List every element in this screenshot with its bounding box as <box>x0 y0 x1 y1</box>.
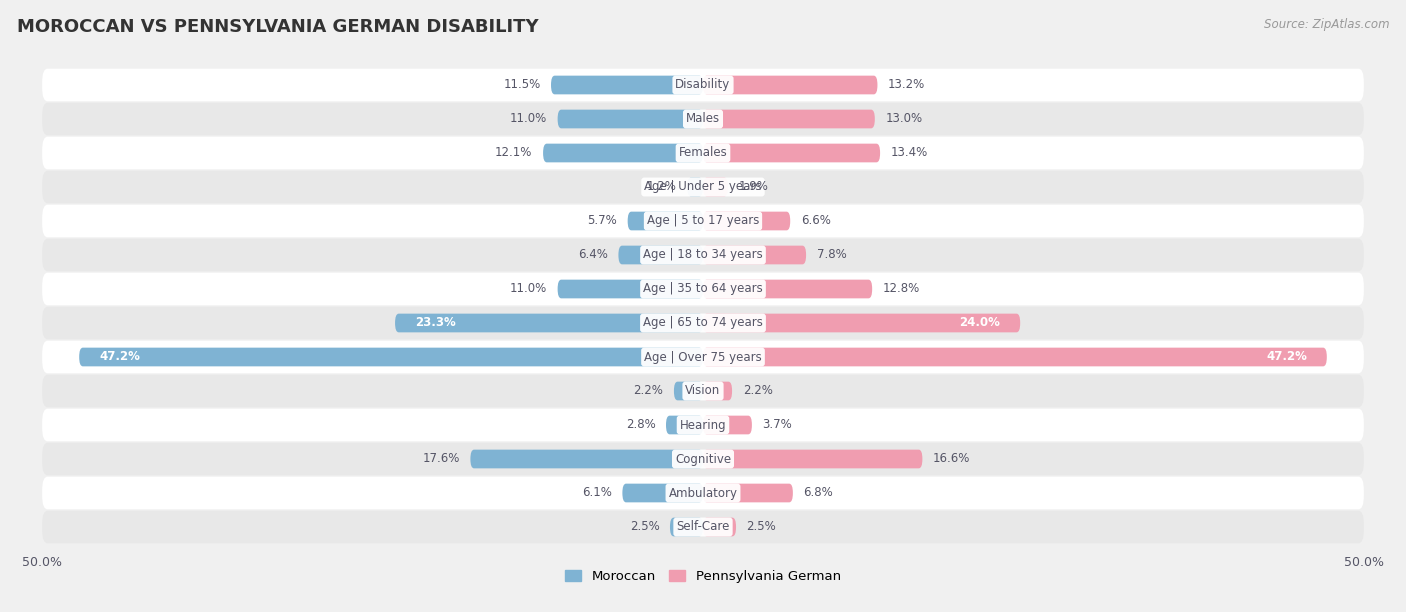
FancyBboxPatch shape <box>42 307 1364 339</box>
FancyBboxPatch shape <box>42 510 1364 543</box>
Text: Hearing: Hearing <box>679 419 727 431</box>
Text: 47.2%: 47.2% <box>1267 351 1308 364</box>
Text: 5.7%: 5.7% <box>588 214 617 228</box>
FancyBboxPatch shape <box>42 69 1364 102</box>
FancyBboxPatch shape <box>666 416 703 435</box>
FancyBboxPatch shape <box>703 245 806 264</box>
Text: 6.4%: 6.4% <box>578 248 607 261</box>
Text: MOROCCAN VS PENNSYLVANIA GERMAN DISABILITY: MOROCCAN VS PENNSYLVANIA GERMAN DISABILI… <box>17 18 538 36</box>
FancyBboxPatch shape <box>619 245 703 264</box>
FancyBboxPatch shape <box>703 212 790 230</box>
FancyBboxPatch shape <box>395 313 703 332</box>
FancyBboxPatch shape <box>703 110 875 129</box>
FancyBboxPatch shape <box>703 348 1327 367</box>
FancyBboxPatch shape <box>627 212 703 230</box>
FancyBboxPatch shape <box>42 103 1364 135</box>
Text: 24.0%: 24.0% <box>959 316 1001 329</box>
Text: 23.3%: 23.3% <box>415 316 456 329</box>
Text: 2.2%: 2.2% <box>634 384 664 398</box>
FancyBboxPatch shape <box>703 280 872 298</box>
Text: Age | 65 to 74 years: Age | 65 to 74 years <box>643 316 763 329</box>
FancyBboxPatch shape <box>623 483 703 502</box>
FancyBboxPatch shape <box>42 341 1364 373</box>
FancyBboxPatch shape <box>42 375 1364 408</box>
Text: 2.2%: 2.2% <box>742 384 772 398</box>
FancyBboxPatch shape <box>703 177 728 196</box>
FancyBboxPatch shape <box>42 136 1364 170</box>
Text: 1.9%: 1.9% <box>738 181 769 193</box>
Text: Age | 5 to 17 years: Age | 5 to 17 years <box>647 214 759 228</box>
FancyBboxPatch shape <box>471 450 703 468</box>
Text: 47.2%: 47.2% <box>98 351 139 364</box>
Text: 11.0%: 11.0% <box>510 283 547 296</box>
Text: 2.8%: 2.8% <box>626 419 655 431</box>
FancyBboxPatch shape <box>558 280 703 298</box>
Text: 13.4%: 13.4% <box>890 146 928 160</box>
FancyBboxPatch shape <box>551 76 703 94</box>
Text: 16.6%: 16.6% <box>934 452 970 466</box>
FancyBboxPatch shape <box>703 416 752 435</box>
Text: 12.1%: 12.1% <box>495 146 533 160</box>
Text: Source: ZipAtlas.com: Source: ZipAtlas.com <box>1264 18 1389 31</box>
Text: Males: Males <box>686 113 720 125</box>
FancyBboxPatch shape <box>673 382 703 400</box>
FancyBboxPatch shape <box>703 518 737 536</box>
Text: Age | Over 75 years: Age | Over 75 years <box>644 351 762 364</box>
FancyBboxPatch shape <box>703 313 1021 332</box>
FancyBboxPatch shape <box>703 483 793 502</box>
FancyBboxPatch shape <box>42 171 1364 203</box>
FancyBboxPatch shape <box>703 144 880 162</box>
FancyBboxPatch shape <box>543 144 703 162</box>
FancyBboxPatch shape <box>79 348 703 367</box>
Text: 2.5%: 2.5% <box>747 520 776 534</box>
Text: 12.8%: 12.8% <box>883 283 920 296</box>
Text: 6.8%: 6.8% <box>803 487 834 499</box>
FancyBboxPatch shape <box>42 273 1364 305</box>
FancyBboxPatch shape <box>688 177 703 196</box>
Legend: Moroccan, Pennsylvania German: Moroccan, Pennsylvania German <box>560 564 846 588</box>
Text: 7.8%: 7.8% <box>817 248 846 261</box>
Text: Age | 35 to 64 years: Age | 35 to 64 years <box>643 283 763 296</box>
Text: 2.5%: 2.5% <box>630 520 659 534</box>
Text: 11.5%: 11.5% <box>503 78 540 92</box>
Text: 6.6%: 6.6% <box>801 214 831 228</box>
Text: 11.0%: 11.0% <box>510 113 547 125</box>
Text: Age | 18 to 34 years: Age | 18 to 34 years <box>643 248 763 261</box>
Text: 6.1%: 6.1% <box>582 487 612 499</box>
FancyBboxPatch shape <box>669 518 703 536</box>
Text: Vision: Vision <box>685 384 721 398</box>
FancyBboxPatch shape <box>703 450 922 468</box>
FancyBboxPatch shape <box>703 382 733 400</box>
Text: 1.2%: 1.2% <box>647 181 676 193</box>
Text: Females: Females <box>679 146 727 160</box>
Text: Disability: Disability <box>675 78 731 92</box>
Text: Cognitive: Cognitive <box>675 452 731 466</box>
Text: 3.7%: 3.7% <box>762 419 792 431</box>
FancyBboxPatch shape <box>42 239 1364 271</box>
FancyBboxPatch shape <box>42 442 1364 476</box>
Text: Age | Under 5 years: Age | Under 5 years <box>644 181 762 193</box>
FancyBboxPatch shape <box>42 204 1364 237</box>
FancyBboxPatch shape <box>558 110 703 129</box>
Text: Self-Care: Self-Care <box>676 520 730 534</box>
Text: Ambulatory: Ambulatory <box>668 487 738 499</box>
Text: 13.2%: 13.2% <box>889 78 925 92</box>
FancyBboxPatch shape <box>42 477 1364 509</box>
Text: 13.0%: 13.0% <box>886 113 922 125</box>
FancyBboxPatch shape <box>703 76 877 94</box>
FancyBboxPatch shape <box>42 409 1364 441</box>
Text: 17.6%: 17.6% <box>422 452 460 466</box>
